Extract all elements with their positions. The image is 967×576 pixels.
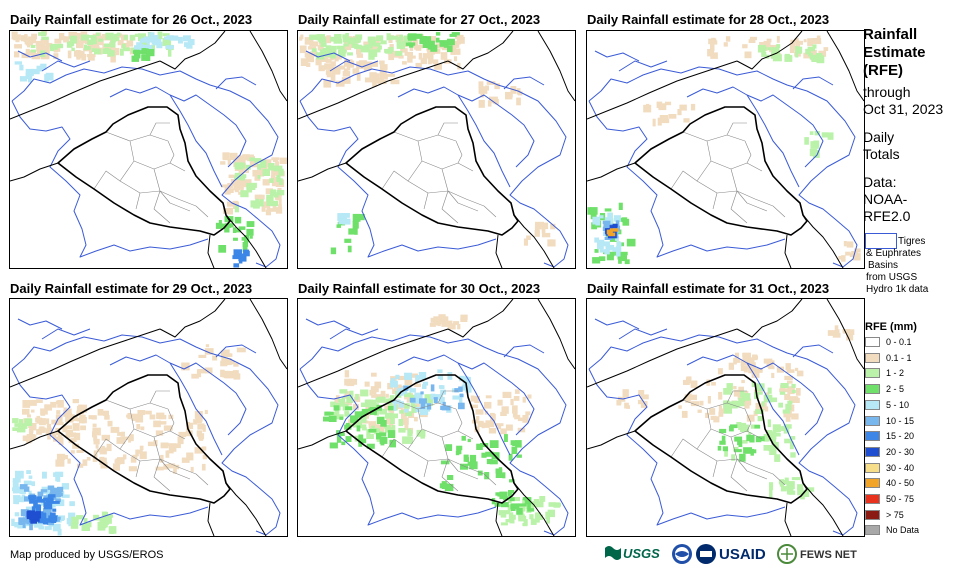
legend-label: 0.1 - 1 [886, 352, 912, 363]
legend-swatch [865, 384, 880, 395]
rainfall-map-29-oct [9, 298, 288, 537]
panel-title-5: Daily Rainfall estimate for 30 Oct., 202… [298, 281, 541, 296]
usgs-logo: USGS [605, 546, 660, 561]
legend-label: > 75 [886, 509, 904, 520]
panel-title-4: Daily Rainfall estimate for 29 Oct., 202… [10, 281, 253, 296]
legend-title: Rainfall Estimate (RFE) [863, 26, 926, 80]
daily-totals-line: Daily [863, 129, 895, 145]
legend-swatch [865, 337, 880, 347]
data-source-line: RFE2.0 [863, 208, 911, 224]
date-range-label: through Oct 31, 2023 [863, 84, 943, 118]
rainfall-map-27-oct [297, 30, 576, 269]
basin-legend-line: from USGS [866, 272, 918, 283]
legend-title-line: (RFE) [863, 62, 903, 79]
legend-label: 1 - 2 [886, 368, 905, 379]
panel-title-1: Daily Rainfall estimate for 26 Oct., 202… [10, 12, 253, 27]
legend-swatch [865, 352, 880, 363]
rainfall-map-31-oct [586, 298, 865, 537]
map-svg [587, 31, 864, 268]
legend-label: 0 - 0.1 [886, 337, 912, 347]
legend-swatch [865, 431, 880, 442]
legend-swatch [865, 462, 880, 473]
legend-label: 10 - 15 [886, 415, 915, 426]
map-svg [298, 31, 575, 268]
legend-swatch [865, 509, 880, 520]
legend-label: 20 - 30 [886, 446, 915, 457]
legend-label: 2 - 5 [886, 384, 905, 395]
svg-text:USAID: USAID [719, 546, 766, 563]
rfe-legend-title: RFE (mm) [865, 321, 917, 333]
rainfall-map-26-oct [9, 30, 288, 269]
legend-label: 40 - 50 [886, 478, 915, 489]
rainfall-map-28-oct [586, 30, 865, 269]
panel-title-2: Daily Rainfall estimate for 27 Oct., 202… [298, 12, 541, 27]
rainfall-map-30-oct [297, 298, 576, 537]
basin-legend-line: Tigres [898, 236, 926, 247]
map-svg [298, 299, 575, 536]
svg-text:USGS: USGS [623, 546, 660, 561]
legend-label: 15 - 20 [886, 431, 915, 442]
basin-legend-line: Hydro 1k data [866, 284, 929, 295]
legend-label: 30 - 40 [886, 462, 915, 473]
legend-swatch [865, 494, 880, 504]
panel-title-6: Daily Rainfall estimate for 31 Oct., 202… [587, 281, 830, 296]
fews-net-logo: FEWS NET [777, 544, 857, 564]
panel-title-3: Daily Rainfall estimate for 28 Oct., 202… [587, 12, 830, 27]
legend-title-line: Rainfall [863, 26, 918, 43]
legend-title-line: Estimate [863, 44, 926, 61]
legend-label: 5 - 10 [886, 399, 910, 410]
legend-label: 50 - 75 [886, 494, 915, 504]
svg-text:NOAA: NOAA [677, 556, 680, 559]
partner-logos: USGS NOAA USAID FEWS NET [605, 544, 857, 564]
daily-totals-label: Daily Totals [863, 129, 900, 163]
legend-swatch [865, 399, 880, 410]
svg-text:FEWS NET: FEWS NET [800, 549, 857, 561]
date-range-line: Oct 31, 2023 [863, 101, 944, 117]
legend-label: No Data [886, 525, 920, 536]
data-source-label: Data: NOAA- RFE2.0 [863, 174, 910, 225]
legend-swatch [865, 525, 880, 536]
legend-swatch [865, 368, 880, 379]
daily-totals-line: Totals [863, 146, 900, 162]
legend-swatch [865, 415, 880, 426]
basin-legend-swatch [865, 233, 897, 249]
map-svg [10, 31, 287, 268]
map-svg [10, 299, 287, 536]
usaid-logo: USAID [696, 544, 766, 564]
basin-legend-line: Basins [868, 260, 899, 271]
legend-swatch [865, 446, 880, 457]
map-credit: Map produced by USGS/EROS [10, 549, 164, 561]
legend-swatch [865, 478, 880, 489]
date-range-line: through [863, 84, 911, 100]
map-svg [587, 299, 864, 536]
data-source-line: Data: [863, 174, 897, 190]
noaa-logo: NOAA [672, 544, 692, 564]
data-source-line: NOAA- [863, 191, 908, 207]
basin-legend-line: & Euphrates [866, 248, 922, 259]
